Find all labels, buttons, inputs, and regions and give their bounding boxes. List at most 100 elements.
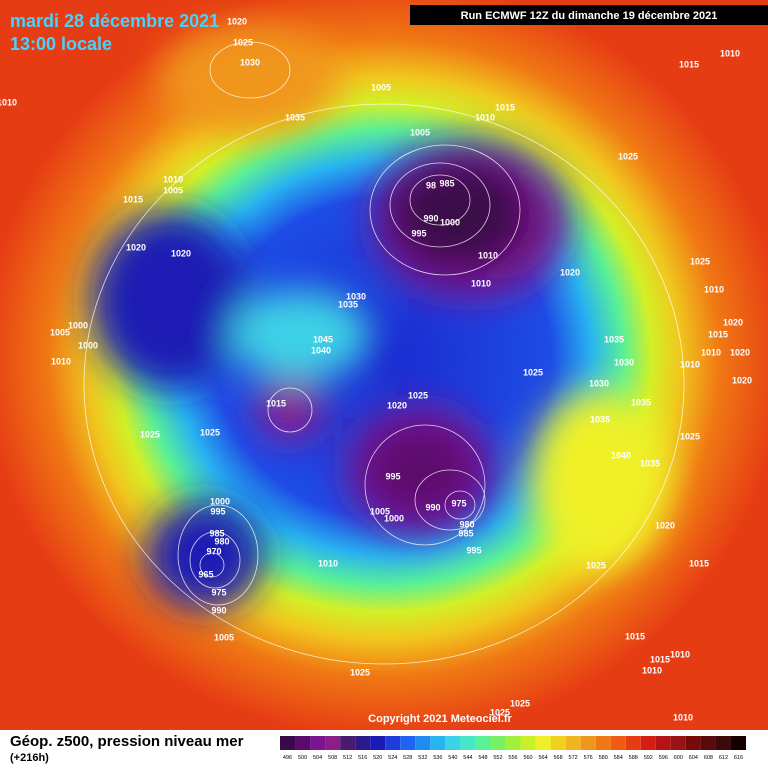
colorbar-swatch <box>685 736 701 750</box>
colorbar-label: 612 <box>719 755 728 761</box>
colorbar-label: 588 <box>629 755 638 761</box>
colorbar-swatch <box>385 736 401 750</box>
isobar-label: 1010 <box>680 359 700 369</box>
isobar-label: 1020 <box>730 347 750 357</box>
isobar-label: 1010 <box>720 48 740 58</box>
isobar-label: 1000 <box>440 217 460 227</box>
isobar-label: 1020 <box>171 248 191 258</box>
isobar-label: 975 <box>211 587 226 597</box>
isobar-label: 1015 <box>123 194 143 204</box>
isobar-label: 1010 <box>673 712 693 722</box>
isobars <box>83 41 685 665</box>
isobar-label: 1020 <box>126 242 146 252</box>
colorbar-swatch <box>355 736 371 750</box>
isobar-label: 1035 <box>631 397 651 407</box>
colorbar-swatch <box>460 736 476 750</box>
isobar-label: 1030 <box>240 57 260 67</box>
isobar-label: 1025 <box>523 367 543 377</box>
isobar-label: 1000 <box>384 513 404 523</box>
isobar-label: 1030 <box>346 291 366 301</box>
run-banner <box>410 5 768 25</box>
isobar-label: 1005 <box>410 127 430 137</box>
isobar-label: 1010 <box>163 174 183 184</box>
colorbar-label: 616 <box>734 755 743 761</box>
isobar-label: 995 <box>210 506 225 516</box>
isobar-label: 1040 <box>611 450 631 460</box>
colorbar-label: 560 <box>523 755 532 761</box>
colorbar-label: 592 <box>644 755 653 761</box>
isobar-label: 98 <box>426 180 436 190</box>
isobar-label: 1000 <box>68 320 88 330</box>
colorbar-label: 576 <box>584 755 593 761</box>
isobar-label: 1025 <box>680 431 700 441</box>
date-text: mardi 28 décembre 2021 <box>10 11 219 31</box>
time-text: 13:00 locale <box>10 34 112 54</box>
isobar-label: 1005 <box>50 327 70 337</box>
copyright: Copyright 2021 Meteociel.fr <box>368 713 512 725</box>
colorbar-swatch <box>415 736 431 750</box>
colorbar-swatch <box>670 736 686 750</box>
isobar-label: 1010 <box>471 278 491 288</box>
colorbar-label: 512 <box>343 755 352 761</box>
colorbar-swatch <box>565 736 581 750</box>
isobar-label: 995 <box>411 228 426 238</box>
colorbar-label: 608 <box>704 755 713 761</box>
colorbar-swatch <box>400 736 416 750</box>
isobar-label: 1025 <box>510 698 530 708</box>
isobar-label: 1025 <box>490 707 510 717</box>
colorbar-label: 552 <box>493 755 502 761</box>
colorbar-label: 532 <box>418 755 427 761</box>
isobar-label: 1035 <box>338 299 358 309</box>
isobar-label: 1015 <box>625 631 645 641</box>
colorbar-label: 596 <box>659 755 668 761</box>
isobar-label: 1010 <box>318 558 338 568</box>
colorbar-label: 540 <box>448 755 457 761</box>
colorbar-label: 600 <box>674 755 683 761</box>
colorbar-swatch <box>700 736 716 750</box>
isobar-label: 1025 <box>586 560 606 570</box>
isobar-label: 1030 <box>589 378 609 388</box>
colorbar-label: 544 <box>463 755 472 761</box>
isobar-label: 1040 <box>311 345 331 355</box>
colorbar-swatch <box>520 736 536 750</box>
isobar-label: 1020 <box>560 267 580 277</box>
isobar-label: 1025 <box>408 390 428 400</box>
isobar-label: 1010 <box>642 665 662 675</box>
colorbar-swatch <box>640 736 656 750</box>
colorbar-label: 580 <box>599 755 608 761</box>
isobar-label: 995 <box>466 545 481 555</box>
isobar-label: 1000 <box>210 496 230 506</box>
isobar-label: 1010 <box>0 97 17 107</box>
isobar-label: 1015 <box>708 329 728 339</box>
colorbar-swatch <box>535 736 551 750</box>
isobar-label: 1015 <box>266 398 286 408</box>
isobar-label: 1020 <box>655 520 675 530</box>
isobar-label: 1020 <box>732 375 752 385</box>
colorbar-label: 496 <box>283 755 292 761</box>
isobar-label: 1025 <box>140 429 160 439</box>
isobar-label: 985 <box>458 528 473 538</box>
colorbar-swatch <box>445 736 461 750</box>
run-text: Run ECMWF 12Z du dimanche 19 décembre 20… <box>461 10 718 22</box>
field-blobs <box>90 25 670 610</box>
colorbar-label: 520 <box>373 755 382 761</box>
isobar-label: 1020 <box>387 400 407 410</box>
isobar-label: 1010 <box>475 112 495 122</box>
colorbar-swatch <box>490 736 506 750</box>
colorbar-label: 556 <box>508 755 517 761</box>
isobar-label: 980 <box>214 536 229 546</box>
isobar-label: 1000 <box>78 340 98 350</box>
colorbar-label: 500 <box>298 755 307 761</box>
colorbar-label: 548 <box>478 755 487 761</box>
lead-text: (+216h) <box>10 752 49 764</box>
colorbar-label: 516 <box>358 755 367 761</box>
isobar-label: 1010 <box>704 284 724 294</box>
colorbar-swatch <box>475 736 491 750</box>
colorbar-label: 572 <box>569 755 578 761</box>
colorbar-label: 536 <box>433 755 442 761</box>
isobar-label: 1035 <box>640 458 660 468</box>
isobar-label: 1015 <box>689 558 709 568</box>
isobar-label: 975 <box>451 498 466 508</box>
